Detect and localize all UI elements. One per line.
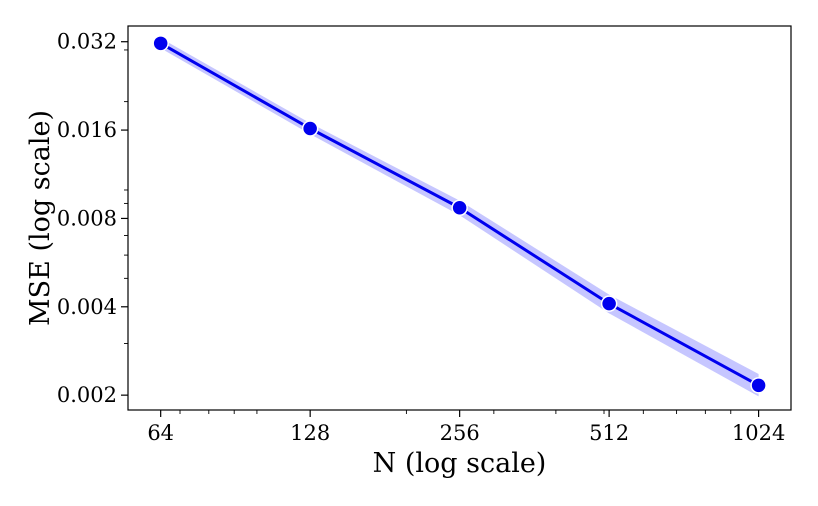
data-point	[451, 199, 468, 216]
x-tick-label: 64	[147, 421, 174, 445]
y-tick-label: 0.002	[57, 383, 117, 407]
x-axis-label: N (log scale)	[373, 448, 547, 479]
x-axis-ticks: 64 128 256 512 1024	[147, 410, 785, 445]
x-tick-label: 512	[589, 421, 629, 445]
y-tick-label: 0.032	[57, 30, 117, 54]
data-marker-layer	[152, 35, 767, 394]
y-tick-label: 0.008	[57, 206, 117, 230]
y-axis-label: MSE (log scale)	[25, 110, 56, 326]
y-tick-label: 0.016	[57, 118, 117, 142]
x-tick-label: 128	[290, 421, 330, 445]
plot-frame	[127, 25, 792, 411]
y-axis-ticks: 0.002 0.004 0.008 0.016 0.032	[57, 30, 128, 407]
data-point	[600, 295, 618, 312]
y-tick-label: 0.004	[57, 295, 117, 319]
x-tick-label: 256	[440, 421, 480, 445]
data-point	[152, 35, 169, 52]
minor-ticks	[124, 49, 732, 414]
x-tick-label: 1024	[732, 421, 785, 445]
data-point	[301, 120, 319, 137]
confidence-band-layer	[160, 38, 759, 397]
data-point	[750, 377, 767, 394]
confidence-band	[160, 38, 759, 397]
